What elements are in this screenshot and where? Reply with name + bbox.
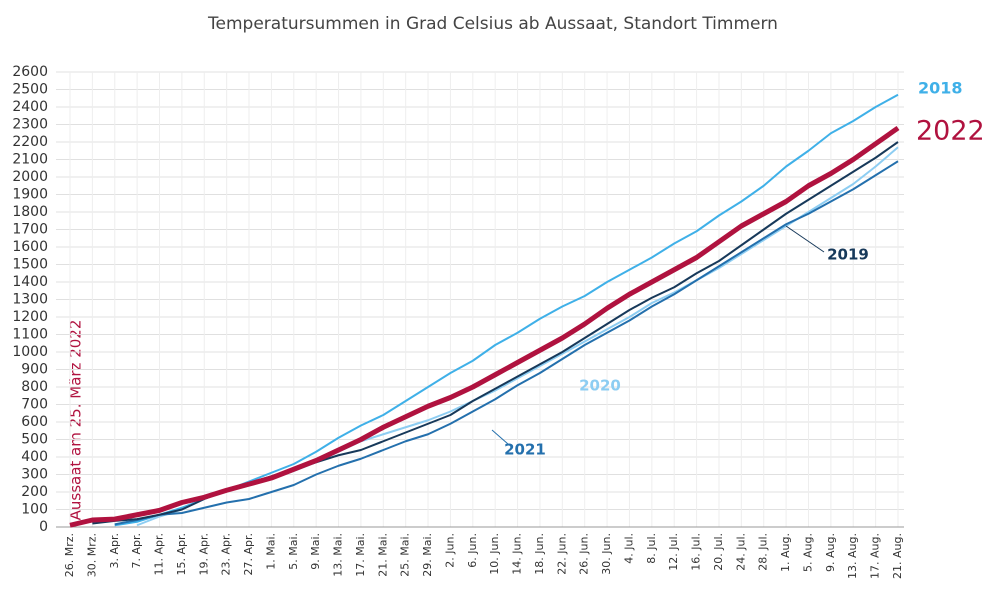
series-label: 2018 (918, 79, 963, 98)
x-tick-label: 1. Mai. (264, 533, 277, 570)
y-tick-label: 2100 (12, 152, 48, 168)
x-tick-label: 1. Aug. (779, 533, 792, 572)
chart-title: Temperatursummen in Grad Celsius ab Auss… (207, 14, 778, 34)
y-tick-label: 300 (21, 467, 48, 483)
y-tick-label: 2600 (12, 64, 48, 80)
x-tick-label: 9. Mai. (309, 533, 322, 570)
y-tick-label: 2500 (12, 82, 48, 98)
x-tick-label: 24. Jul. (734, 533, 747, 571)
y-tick-label: 200 (21, 484, 48, 500)
x-tick-label: 5. Mai. (287, 533, 300, 570)
x-tick-label: 23. Apr. (220, 533, 233, 576)
x-tick-label: 21. Mai. (376, 533, 389, 577)
x-tick-label: 26. Mrz. (63, 533, 76, 577)
series-line (69, 125, 900, 528)
x-tick-label: 22. Jun. (555, 533, 568, 575)
x-tick-label: 15. Apr. (175, 533, 188, 576)
y-tick-label: 1900 (12, 187, 48, 203)
x-tick-label: 20. Jul. (712, 533, 725, 571)
y-tick-label: 0 (39, 519, 48, 535)
series-label: 2022 (916, 116, 985, 147)
y-tick-label: 1300 (12, 292, 48, 308)
x-tick-label: 29. Mai. (421, 533, 434, 577)
x-tick-label: 3. Apr. (108, 533, 121, 569)
x-tick-label: 17. Mai. (354, 533, 367, 577)
leader (785, 225, 825, 253)
y-tick-label: 1600 (12, 239, 48, 255)
x-tick-label: 19. Apr. (197, 533, 210, 576)
x-tick-label: 27. Apr. (242, 533, 255, 576)
series-label: 2019 (827, 246, 869, 264)
x-tick-label: 13. Aug. (846, 533, 859, 579)
x-tick-label: 12. Jul. (667, 533, 680, 571)
x-tick-label: 11. Apr. (153, 533, 166, 576)
x-tick-label: 5. Aug. (801, 533, 814, 572)
x-tick-label: 30. Mrz. (85, 533, 98, 577)
series-label: 2021 (504, 441, 546, 459)
x-tick-label: 4. Jul. (622, 533, 635, 564)
y-tick-label: 1400 (12, 274, 48, 290)
x-tick-label: 18. Jun. (533, 533, 546, 575)
y-tick-label: 1800 (12, 204, 48, 220)
x-tick-label: 6. Jun. (466, 533, 479, 568)
x-tick-label: 9. Aug. (824, 533, 837, 572)
series-line (114, 160, 899, 526)
leader (491, 429, 509, 445)
y-tick-label: 2400 (12, 99, 48, 115)
y-tick-label: 500 (21, 432, 48, 448)
x-tick-label: 16. Jul. (690, 533, 703, 571)
x-tick-label: 13. Mai. (332, 533, 345, 577)
y-tick-label: 1200 (12, 309, 48, 325)
x-tick-label: 17. Aug. (869, 533, 882, 579)
y-tick-label: 1100 (12, 327, 48, 343)
y-tick-label: 700 (21, 397, 48, 413)
y-tick-label: 1500 (12, 257, 48, 273)
x-tick-label: 14. Jun. (511, 533, 524, 575)
y-tick-label: 2300 (12, 117, 48, 133)
y-tick-label: 2200 (12, 134, 48, 150)
x-tick-label: 2. Jun. (443, 533, 456, 568)
x-tick-label: 30. Jun. (600, 533, 613, 575)
x-tick-label: 21. Aug. (891, 533, 904, 579)
x-tick-label: 7. Apr. (130, 533, 143, 569)
series-label: 2020 (579, 377, 621, 395)
y-tick-label: 1700 (12, 222, 48, 238)
x-tick-label: 28. Jul. (757, 533, 770, 571)
y-tick-label: 900 (21, 362, 48, 378)
y-tick-label: 2000 (12, 169, 48, 185)
y-tick-label: 400 (21, 449, 48, 465)
x-tick-label: 26. Jun. (578, 533, 591, 575)
x-tick-label: 8. Jul. (645, 533, 658, 564)
y-tick-label: 600 (21, 414, 48, 430)
y-tick-label: 100 (21, 502, 48, 518)
y-tick-label: 1000 (12, 344, 48, 360)
x-tick-label: 25. Mai. (399, 533, 412, 577)
x-tick-label: 10. Jun. (488, 533, 501, 575)
annotation: Aussaat am 25. März 2022 (67, 320, 85, 521)
y-tick-label: 800 (21, 379, 48, 395)
